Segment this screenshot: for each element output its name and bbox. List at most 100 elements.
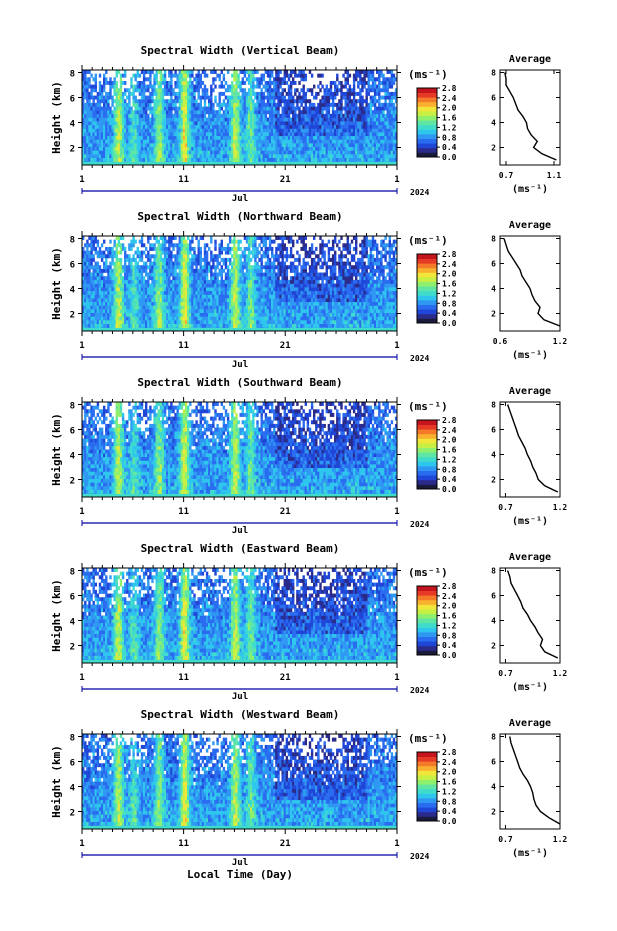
heatmap-cell — [231, 117, 234, 122]
heatmap-cell — [166, 239, 169, 244]
heatmap-cell — [174, 146, 177, 151]
heatmap-cell — [155, 139, 158, 144]
heatmap-cell — [298, 113, 301, 118]
heatmap-cell — [199, 132, 202, 137]
heatmap-cell — [338, 121, 341, 126]
heatmap-cell — [176, 298, 179, 303]
heatmap-cell — [94, 268, 97, 273]
heatmap-cell — [231, 124, 234, 129]
heatmap-cell — [317, 124, 320, 129]
heatmap-cell — [350, 146, 354, 151]
heatmap-cell — [266, 117, 270, 122]
heatmap-cell — [380, 70, 383, 74]
heatmap-cell — [361, 110, 364, 115]
heatmap-cell — [262, 124, 265, 129]
heatmap-cell — [388, 95, 391, 100]
heatmap-cell — [151, 95, 154, 100]
heatmap-cell — [138, 124, 142, 129]
heatmap-cell — [184, 70, 188, 74]
heatmap-cell — [100, 283, 104, 288]
heatmap-cell — [287, 106, 291, 111]
heatmap-cell — [334, 132, 337, 137]
heatmap-cell — [151, 146, 154, 151]
colorbar-swatch — [417, 101, 437, 107]
heatmap-cell — [90, 250, 93, 255]
heatmap-cell — [140, 124, 144, 129]
heatmap-cell — [367, 143, 370, 148]
heatmap-cell — [340, 128, 343, 133]
heatmap-cell — [109, 283, 112, 288]
heatmap-cell — [195, 150, 198, 155]
heatmap-cell — [241, 128, 244, 133]
heatmap-cell — [205, 276, 209, 281]
heatmap-cell — [373, 117, 377, 122]
heatmap-cell — [174, 279, 177, 284]
heatmap-cell — [170, 146, 173, 151]
heatmap-cell — [98, 268, 102, 273]
heatmap-cell — [187, 268, 190, 273]
heatmap-cell — [149, 146, 152, 151]
heatmap-cell — [187, 106, 190, 111]
heatmap-cell — [313, 154, 316, 158]
heatmap-cell — [266, 143, 270, 148]
heatmap-cell — [151, 301, 154, 306]
heatmap-cell — [208, 157, 211, 162]
heatmap-cell — [306, 128, 310, 133]
heatmap-cell — [111, 110, 114, 115]
heatmap-cell — [271, 73, 274, 78]
heatmap-cell — [239, 70, 242, 74]
heatmap-cell — [361, 146, 364, 151]
heatmap-cell — [201, 316, 205, 321]
heatmap-cell — [84, 113, 87, 118]
colorbar-swatch — [417, 111, 437, 116]
heatmap-cell — [220, 121, 223, 126]
heatmap-cell — [262, 99, 265, 104]
heatmap-cell — [82, 312, 85, 317]
heatmap-cell — [197, 250, 200, 255]
heatmap-cell — [178, 246, 181, 251]
heatmap-cell — [233, 110, 236, 115]
heatmap-cell — [96, 146, 100, 151]
heatmap-cell — [210, 290, 213, 295]
heatmap-cell — [92, 272, 95, 277]
heatmap-cell — [237, 121, 240, 126]
heatmap-cell — [237, 77, 240, 82]
heatmap-cell — [222, 117, 226, 122]
heatmap-cell — [145, 294, 148, 299]
heatmap-cell — [315, 110, 318, 115]
heatmap-cell — [149, 73, 152, 78]
heatmap-cell — [172, 243, 175, 248]
heatmap-cell — [308, 117, 312, 122]
heatmap-cell — [350, 99, 354, 104]
heatmap-cell — [245, 95, 249, 100]
heatmap-cell — [233, 150, 236, 155]
heatmap-cell — [346, 143, 349, 148]
heatmap-cell — [371, 73, 375, 78]
heatmap-cell — [327, 139, 331, 144]
heatmap-cell — [233, 70, 236, 74]
heatmap-cell — [140, 276, 144, 281]
heatmap-cell — [121, 95, 125, 100]
heatmap-cell — [382, 117, 385, 122]
heatmap-cell — [117, 117, 121, 122]
heatmap-cell — [115, 113, 118, 118]
heatmap-cell — [224, 143, 228, 148]
heatmap-cell — [90, 154, 93, 158]
heatmap-cell — [128, 124, 131, 129]
heatmap-cell — [384, 84, 387, 89]
heatmap-cell — [121, 132, 125, 137]
heatmap-cell — [147, 128, 150, 133]
heatmap-cell — [187, 99, 190, 104]
heatmap-cell — [163, 88, 167, 93]
heatmap-cell — [126, 312, 129, 317]
heatmap-cell — [170, 236, 173, 240]
heatmap-cell — [105, 283, 108, 288]
heatmap-cell — [373, 99, 377, 104]
heatmap-cell — [373, 121, 377, 126]
heatmap-cell — [180, 128, 184, 133]
heatmap-cell — [203, 316, 207, 321]
heatmap-cell — [394, 95, 398, 100]
heatmap-cell — [111, 312, 114, 317]
heatmap-cell — [136, 246, 139, 251]
heatmap-cell — [128, 294, 131, 299]
